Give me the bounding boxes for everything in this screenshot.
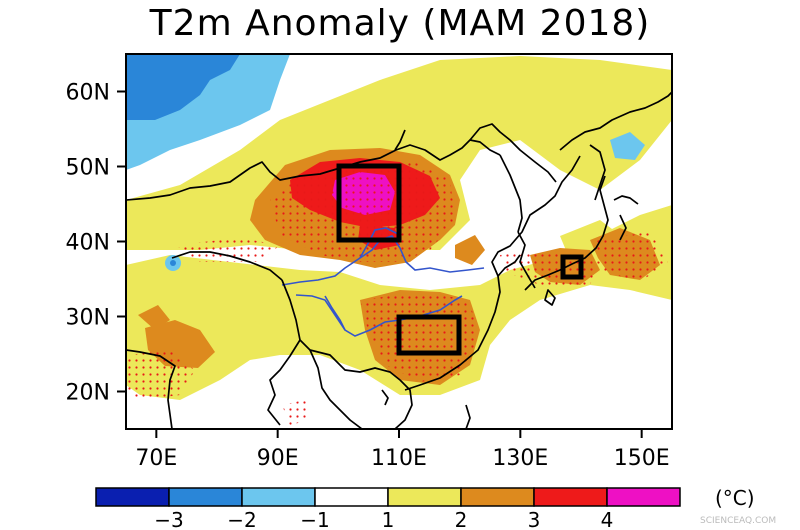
y-tick-label: 40N xyxy=(66,231,110,256)
colorbar-segment xyxy=(314,487,389,507)
colorbar-level-label: 4 xyxy=(601,508,614,530)
x-tick-label: 130E xyxy=(492,446,548,471)
colorbar: −3 −2 −1 1 2 3 4 xyxy=(95,487,681,530)
y-axis-ticks: 60N 50N 40N 30N 20N xyxy=(66,81,126,406)
map-title: T2m Anomaly (MAM 2018) xyxy=(149,3,651,44)
y-tick-label: 60N xyxy=(66,81,110,106)
x-tick-label: 70E xyxy=(135,446,177,471)
region-box-south-china xyxy=(396,314,462,356)
region-boxes xyxy=(336,163,584,356)
x-tick-label: 90E xyxy=(257,446,299,471)
colorbar-level-label: 3 xyxy=(528,508,541,530)
colorbar-segment xyxy=(168,487,243,507)
x-axis-ticks: 70E 90E 110E 130E 150E xyxy=(135,429,670,471)
x-tick-label: 110E xyxy=(371,446,427,471)
colorbar-segment xyxy=(387,487,462,507)
watermark-text: SCIENCEAQ.COM xyxy=(700,516,776,526)
region-box-japan xyxy=(560,254,584,280)
colorbar-segment xyxy=(606,487,681,507)
coastlines-borders xyxy=(126,91,672,429)
x-tick-label: 150E xyxy=(614,446,670,471)
colorbar-unit: (°C) xyxy=(715,486,755,510)
y-tick-label: 50N xyxy=(66,156,110,181)
y-tick-label: 30N xyxy=(66,306,110,331)
anomaly-field xyxy=(126,54,672,429)
colorbar-level-label: −1 xyxy=(300,508,329,530)
colorbar-level-label: 2 xyxy=(455,508,468,530)
region-box-mongolia xyxy=(336,163,402,243)
colorbar-segment xyxy=(533,487,608,507)
colorbar-level-label: 1 xyxy=(382,508,395,530)
anomaly-cool-region xyxy=(126,54,645,271)
colorbar-segment xyxy=(95,487,170,507)
colorbar-level-label: −2 xyxy=(227,508,256,530)
colorbar-segment xyxy=(460,487,535,507)
colorbar-segment xyxy=(241,487,316,507)
colorbar-level-label: −3 xyxy=(154,508,183,530)
y-tick-label: 20N xyxy=(66,381,110,406)
